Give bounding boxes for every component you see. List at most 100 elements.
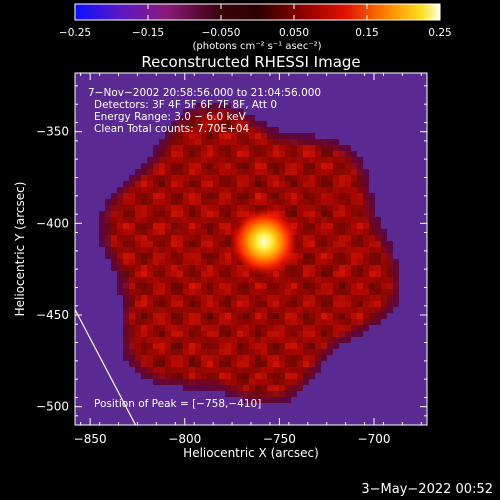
source-pixel: [375, 319, 381, 325]
source-pixel: [105, 223, 111, 229]
source-pixel: [315, 187, 321, 193]
y-axis-label: Heliocentric Y (arcsec): [13, 182, 27, 317]
source-pixel: [183, 157, 189, 163]
source-pixel: [315, 313, 321, 319]
source-pixel: [213, 145, 219, 151]
source-pixel: [231, 175, 237, 181]
source-pixel: [279, 205, 285, 211]
source-pixel: [351, 151, 357, 157]
source-pixel: [153, 379, 159, 385]
source-pixel: [171, 289, 177, 295]
source-pixel: [183, 265, 189, 271]
source-pixel: [225, 199, 231, 205]
source-pixel: [291, 151, 297, 157]
source-pixel: [297, 319, 303, 325]
source-pixel: [297, 151, 303, 157]
source-pixel: [171, 319, 177, 325]
source-pixel: [177, 193, 183, 199]
source-pixel: [219, 301, 225, 307]
source-pixel: [303, 361, 309, 367]
source-pixel: [189, 319, 195, 325]
source-pixel: [297, 355, 303, 361]
source-pixel: [315, 259, 321, 265]
source-pixel: [207, 235, 213, 241]
source-pixel: [153, 283, 159, 289]
source-pixel: [381, 271, 387, 277]
source-pixel: [153, 175, 159, 181]
source-pixel: [171, 277, 177, 283]
source-pixel: [321, 271, 327, 277]
source-pixel: [147, 259, 153, 265]
source-pixel: [333, 199, 339, 205]
source-pixel: [219, 361, 225, 367]
source-pixel: [351, 289, 357, 295]
source-pixel: [351, 193, 357, 199]
source-pixel: [117, 241, 123, 247]
source-pixel: [159, 241, 165, 247]
source-pixel: [369, 229, 375, 235]
source-pixel: [321, 181, 327, 187]
source-pixel: [105, 217, 111, 223]
source-pixel: [363, 187, 369, 193]
source-pixel: [159, 313, 165, 319]
source-pixel: [219, 121, 225, 127]
source-pixel: [177, 349, 183, 355]
source-pixel: [165, 139, 171, 145]
source-pixel: [141, 265, 147, 271]
source-pixel: [141, 169, 147, 175]
source-pixel: [357, 169, 363, 175]
source-pixel: [219, 139, 225, 145]
source-pixel: [309, 307, 315, 313]
source-pixel: [231, 391, 237, 397]
source-pixel: [117, 265, 123, 271]
source-pixel: [279, 355, 285, 361]
source-pixel: [267, 151, 273, 157]
source-pixel: [243, 307, 249, 313]
source-pixel: [207, 181, 213, 187]
source-pixel: [303, 343, 309, 349]
source-pixel: [207, 337, 213, 343]
source-pixel: [189, 367, 195, 373]
source-pixel: [369, 253, 375, 259]
source-pixel: [237, 193, 243, 199]
source-pixel: [123, 337, 129, 343]
source-pixel: [237, 295, 243, 301]
source-pixel: [291, 355, 297, 361]
source-pixel: [159, 205, 165, 211]
source-pixel: [333, 193, 339, 199]
x-axis-label: Heliocentric X (arcsec): [183, 446, 319, 460]
source-pixel: [195, 199, 201, 205]
source-pixel: [153, 289, 159, 295]
info-line-detectors: Detectors: 3F 4F 5F 6F 7F 8F, Att 0: [94, 99, 277, 111]
source-pixel: [237, 283, 243, 289]
source-pixel: [207, 259, 213, 265]
source-pixel: [309, 151, 315, 157]
source-pixel: [285, 175, 291, 181]
source-pixel: [297, 295, 303, 301]
source-pixel: [339, 157, 345, 163]
source-pixel: [231, 289, 237, 295]
source-pixel: [213, 373, 219, 379]
source-pixel: [111, 211, 117, 217]
source-pixel: [231, 373, 237, 379]
source-pixel: [297, 253, 303, 259]
source-pixel: [243, 121, 249, 127]
source-pixel: [243, 355, 249, 361]
source-pixel: [225, 259, 231, 265]
source-pixel: [153, 181, 159, 187]
source-pixel: [261, 193, 267, 199]
source-pixel: [327, 157, 333, 163]
source-pixel: [189, 361, 195, 367]
source-pixel: [339, 307, 345, 313]
source-pixel: [285, 163, 291, 169]
source-pixel: [249, 343, 255, 349]
source-pixel: [195, 145, 201, 151]
source-pixel: [345, 151, 351, 157]
source-pixel: [309, 139, 315, 145]
source-pixel: [171, 127, 177, 133]
source-pixel: [219, 133, 225, 139]
source-pixel: [147, 217, 153, 223]
source-pixel: [201, 385, 207, 391]
source-pixel: [183, 145, 189, 151]
source-pixel: [213, 253, 219, 259]
